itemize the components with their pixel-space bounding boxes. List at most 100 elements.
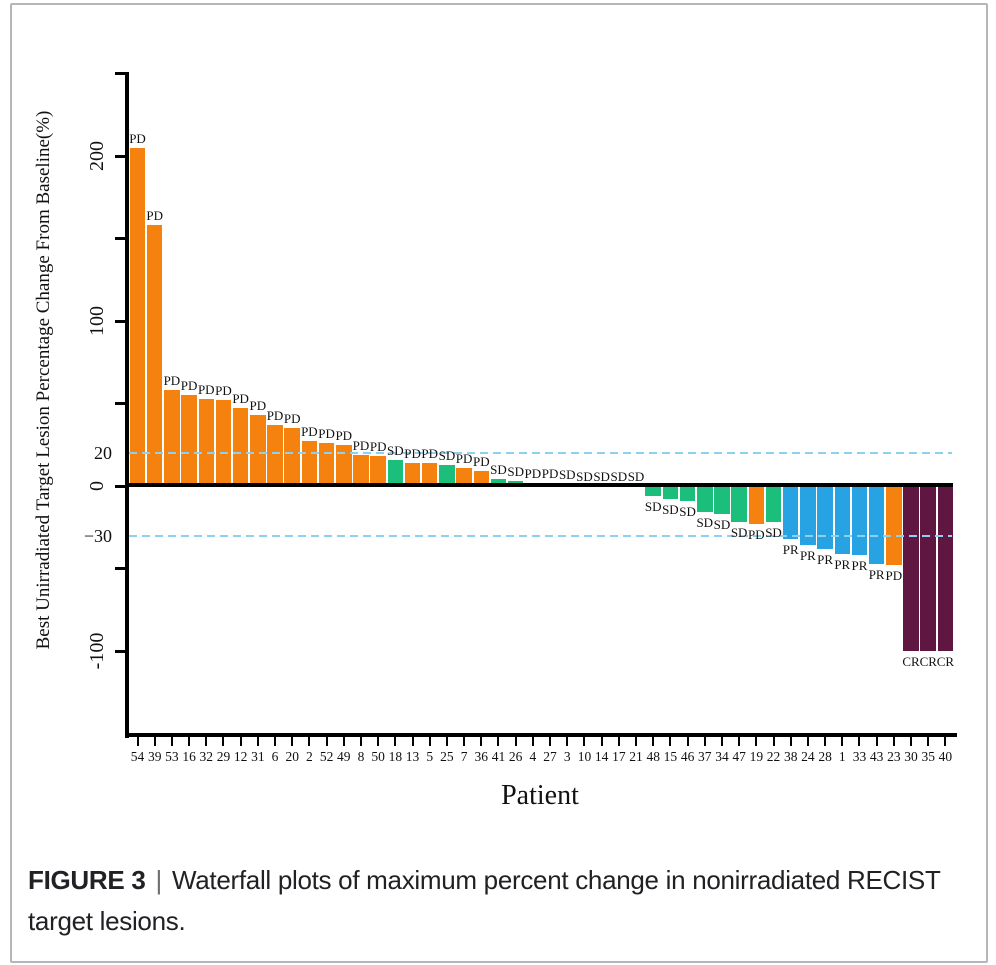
bar-patient-46	[679, 486, 696, 501]
bar-patient-31	[250, 415, 266, 486]
bar-patient-43	[868, 486, 885, 564]
x-tick	[772, 737, 775, 746]
x-tick	[910, 737, 913, 746]
x-tick	[428, 737, 431, 746]
bar-patient-13	[404, 462, 421, 486]
x-tick	[153, 737, 156, 746]
x-tick	[600, 737, 603, 746]
response-label: PD	[266, 407, 284, 423]
x-tick	[703, 737, 706, 746]
x-tick	[188, 737, 191, 746]
x-axis-label-patient-37: 37	[698, 749, 712, 764]
x-tick	[411, 737, 414, 746]
x-tick	[669, 737, 672, 746]
x-tick	[944, 737, 947, 746]
x-axis-label-patient-25: 25	[440, 749, 454, 764]
response-label: PR	[868, 566, 885, 582]
x-axis-label-patient-46: 46	[680, 749, 695, 764]
y-tick	[115, 72, 126, 75]
bar-patient-39	[146, 225, 163, 486]
response-label: PD	[404, 445, 421, 461]
y-tick	[115, 649, 126, 653]
x-axis-label-patient-31: 31	[251, 749, 265, 764]
y-tick-label: 200	[86, 141, 108, 171]
figure-caption-separator: |	[155, 865, 163, 895]
x-tick	[806, 737, 809, 746]
x-tick	[136, 737, 139, 746]
response-label: SD	[593, 469, 610, 484]
x-tick	[720, 737, 723, 746]
x-axis-label-patient-54: 54	[130, 749, 145, 764]
response-label: SD	[713, 517, 731, 533]
response-label: PD	[232, 391, 249, 407]
bar-patient-54	[129, 147, 146, 486]
bar-patient-52	[318, 443, 335, 486]
x-tick	[875, 737, 878, 746]
x-tick	[205, 737, 208, 746]
x-axis-label-patient-17: 17	[612, 749, 626, 764]
figure-caption-label: FIGURE 3	[28, 865, 146, 895]
response-label: SD	[438, 447, 456, 463]
x-axis-label-patient-20: 20	[285, 749, 299, 764]
x-axis-label-patient-40: 40	[938, 749, 953, 764]
response-label: PR	[817, 551, 834, 567]
bar-patient-36	[473, 471, 490, 486]
reference-line-label: −30	[83, 525, 112, 546]
y-tick-label: 100	[86, 306, 108, 336]
x-tick	[394, 737, 397, 746]
bar-patient-37	[697, 486, 713, 513]
x-tick	[463, 737, 466, 746]
bar-patient-38	[782, 486, 799, 539]
x-tick	[222, 737, 225, 746]
response-label: SD	[662, 502, 679, 518]
bar-patient-16	[181, 395, 197, 486]
response-label: PD	[748, 526, 765, 542]
response-label: PD	[524, 465, 542, 481]
bar-patient-40	[937, 486, 954, 651]
bar-patient-23	[886, 486, 902, 566]
figure-caption: FIGURE 3 | Waterfall plots of maximum perc…	[28, 860, 966, 942]
x-axis-label-patient-22: 22	[766, 749, 781, 764]
x-tick	[549, 737, 552, 746]
x-tick	[841, 737, 844, 746]
x-tick	[342, 737, 345, 746]
response-label: PD	[369, 439, 387, 455]
x-tick	[377, 737, 380, 746]
bar-patient-24	[800, 486, 816, 546]
bar-patient-5	[421, 462, 438, 486]
x-axis-label-patient-18: 18	[388, 749, 403, 764]
response-label: PR	[851, 558, 868, 574]
x-axis-label-patient-53: 53	[165, 749, 179, 764]
bar-patient-33	[851, 486, 868, 556]
bar-patient-8	[353, 454, 369, 486]
response-label: SD	[644, 498, 662, 514]
response-label: PD	[541, 465, 559, 481]
x-tick	[445, 737, 448, 746]
bar-patient-20	[284, 428, 300, 486]
x-tick	[755, 737, 758, 746]
x-tick	[892, 737, 895, 746]
x-axis-title: Patient	[501, 780, 579, 811]
response-label: PD	[318, 426, 335, 442]
x-axis-label-patient-27: 27	[543, 749, 557, 764]
x-tick	[497, 737, 500, 746]
x-axis-label-patient-35: 35	[921, 749, 935, 764]
bar-patient-35	[920, 486, 936, 651]
x-tick	[617, 737, 620, 746]
bar-patient-6	[267, 424, 283, 486]
response-label: CR	[936, 654, 955, 669]
x-tick	[583, 737, 586, 746]
response-label: SD	[765, 525, 782, 541]
reference-line-label: 20	[94, 443, 112, 463]
x-tick	[170, 737, 173, 746]
x-axis-label-patient-39: 39	[147, 749, 162, 764]
x-tick	[239, 737, 242, 746]
response-label: PD	[455, 450, 473, 466]
response-label: PD	[180, 378, 198, 394]
y-tick	[115, 484, 126, 488]
x-axis-line	[125, 733, 957, 737]
response-label: PD	[129, 130, 146, 146]
x-axis-label-patient-3: 3	[563, 749, 571, 764]
x-tick	[789, 737, 792, 746]
x-tick	[738, 737, 741, 746]
